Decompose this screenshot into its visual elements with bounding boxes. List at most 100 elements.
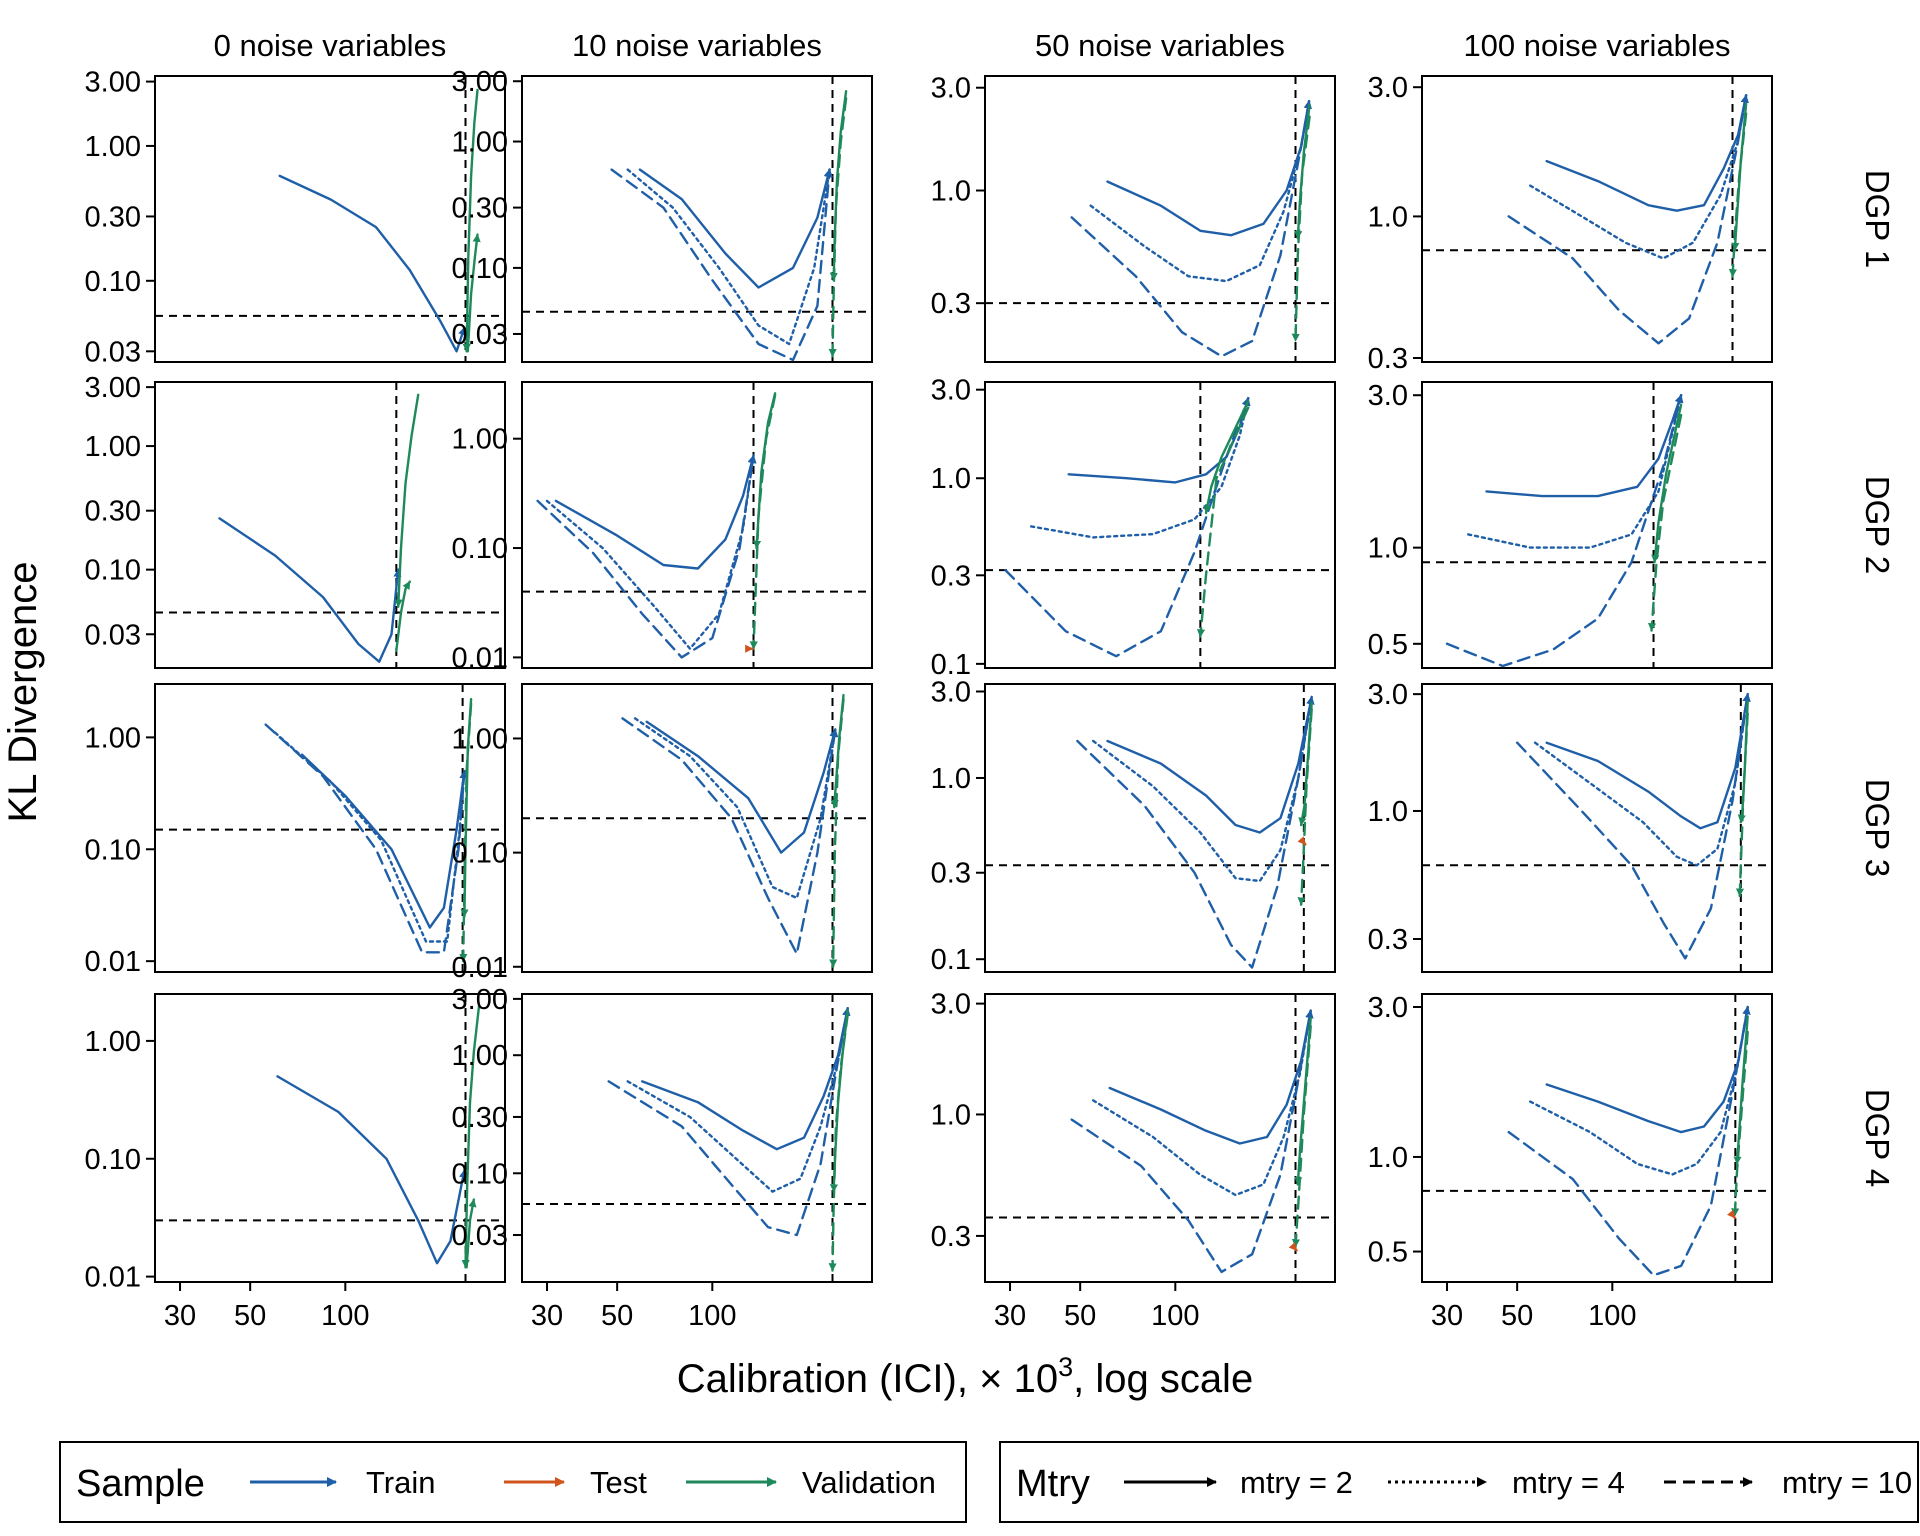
x-axis-title-suffix: , log scale: [1073, 1357, 1253, 1401]
legend-mtry-box: [999, 1441, 1919, 1523]
y-tick-label: 1.00: [85, 722, 141, 754]
series-line-validation: [462, 88, 479, 353]
y-tick-label: 3.0: [1368, 72, 1408, 104]
panel-frame: [521, 993, 873, 1283]
y-tick-label: 0.3: [931, 858, 971, 890]
series-line-validation: [466, 233, 481, 353]
series-line-train: [278, 174, 466, 353]
series-line-train: [1089, 99, 1312, 283]
series-line-train: [1108, 1009, 1314, 1145]
panel: 0.03 0.10 0.30 1.00 3.00 30 50 100: [452, 984, 873, 1332]
y-tick-label: 0.5: [1368, 1237, 1408, 1269]
series-line-train: [1545, 692, 1751, 830]
series-line-validation: [828, 97, 848, 358]
legend-label-mtry-10: mtry = 10: [1782, 1465, 1912, 1500]
y-tick-label: 0.5: [1368, 629, 1408, 661]
series-line-validation: [829, 698, 845, 968]
row-title: DGP 2: [1859, 476, 1896, 574]
y-tick-label: 1.00: [85, 131, 141, 163]
y-tick-label: 0.03: [452, 319, 508, 351]
y-tick-label: 1.0: [931, 763, 971, 795]
panel-frame: [521, 381, 873, 669]
y-tick-label: 3.0: [931, 375, 971, 407]
series-line-train: [1533, 692, 1751, 867]
series-line-train: [1485, 394, 1683, 498]
series-line-validation: [1203, 400, 1250, 515]
series-line-train: [276, 1075, 467, 1265]
panel-frame: [1421, 75, 1773, 363]
x-tick-label: 50: [1501, 1300, 1533, 1332]
x-tick-label: 50: [601, 1300, 633, 1332]
y-tick-label: 0.01: [85, 1262, 141, 1294]
panel: 0.01 0.10 1.00 30 50 100: [85, 993, 506, 1332]
panel: 0.1 0.3 1.0 3.0: [931, 375, 1336, 681]
series-line-validation: [1297, 707, 1313, 906]
y-tick-label: 0.30: [85, 201, 141, 233]
legend-mtry: Mtry mtry = 2 mtry = 4 mtry = 10: [999, 1441, 1919, 1523]
panel-grid: 0 noise variables 10 noise variables 50 no…: [85, 28, 1896, 1332]
series-line-validation: [461, 1004, 481, 1269]
y-tick-label: 0.10: [85, 834, 141, 866]
y-tick-label: 3.0: [931, 73, 971, 105]
y-tick-label: 1.0: [1368, 201, 1408, 233]
y-tick-label: 0.10: [452, 838, 508, 870]
panel-frame: [984, 381, 1336, 669]
y-tick-label: 0.30: [452, 193, 508, 225]
y-tick-label: 0.3: [931, 288, 971, 320]
series-line-validation: [1735, 712, 1749, 898]
series-line-test: [1727, 1209, 1736, 1220]
series-line-train: [554, 454, 756, 570]
y-tick-label: 0.10: [452, 253, 508, 285]
y-tick-label: 3.0: [1368, 679, 1408, 711]
row-title: DGP 3: [1859, 779, 1896, 877]
x-axis-title-times: × 10: [979, 1357, 1058, 1401]
panel-frame: [521, 75, 873, 363]
series-line-train: [1106, 695, 1315, 834]
series-line-validation: [752, 392, 777, 550]
panel-frame: [154, 993, 506, 1283]
x-tick-label: 30: [994, 1300, 1026, 1332]
series-line-validation: [465, 1198, 477, 1269]
series-line-train: [218, 517, 402, 663]
y-tick-label: 1.0: [1368, 796, 1408, 828]
y-tick-label: 0.10: [85, 555, 141, 587]
series-line-validation: [1291, 115, 1311, 343]
y-tick-label: 0.03: [452, 1220, 508, 1252]
x-axis-title: Calibration (ICI), × 103, log scale: [677, 1352, 1253, 1401]
series-line-train: [638, 168, 832, 289]
x-axis-title-exponent: 3: [1058, 1352, 1073, 1382]
y-tick-label: 0.03: [85, 336, 141, 368]
y-tick-label: 0.1: [931, 649, 971, 681]
column-title: 100 noise variables: [1463, 28, 1730, 63]
y-tick-label: 0.10: [452, 533, 508, 565]
panel: 0.3 1.0 3.0: [1368, 679, 1773, 973]
legend-label-validation: Validation: [802, 1465, 936, 1500]
x-tick-label: 50: [1064, 1300, 1096, 1332]
series-line-test: [1288, 1242, 1298, 1252]
y-tick-label: 0.3: [1368, 343, 1408, 375]
y-tick-label: 1.00: [452, 127, 508, 159]
y-tick-label: 1.00: [452, 424, 508, 456]
y-tick-label: 0.3: [931, 560, 971, 592]
legend-label-test: Test: [590, 1465, 647, 1500]
y-tick-label: 0.10: [452, 1158, 508, 1190]
x-tick-label: 30: [1431, 1300, 1463, 1332]
y-tick-label: 0.10: [85, 266, 141, 298]
y-tick-label: 0.01: [85, 946, 141, 978]
series-line-train: [1467, 394, 1684, 549]
y-tick-label: 3.0: [1368, 380, 1408, 412]
y-tick-label: 1.00: [85, 1026, 141, 1058]
series-line-train: [645, 720, 838, 854]
x-tick-label: 100: [1588, 1300, 1636, 1332]
panel: 0.03 0.10 0.30 1.00 3.00: [85, 67, 506, 368]
panel: 0.1 0.3 1.0 3.0: [931, 677, 1336, 976]
legend-sample-title: Sample: [76, 1463, 205, 1505]
series-line-validation: [828, 1013, 849, 1272]
panel: 0.03 0.10 0.30 1.00 3.00: [452, 66, 873, 363]
series-line-train: [1516, 692, 1751, 960]
series-line-train: [1106, 99, 1312, 237]
y-tick-label: 1.0: [1368, 533, 1408, 565]
y-tick-label: 3.00: [85, 372, 141, 404]
x-tick-label: 100: [321, 1300, 369, 1332]
y-tick-label: 1.00: [452, 1040, 508, 1072]
